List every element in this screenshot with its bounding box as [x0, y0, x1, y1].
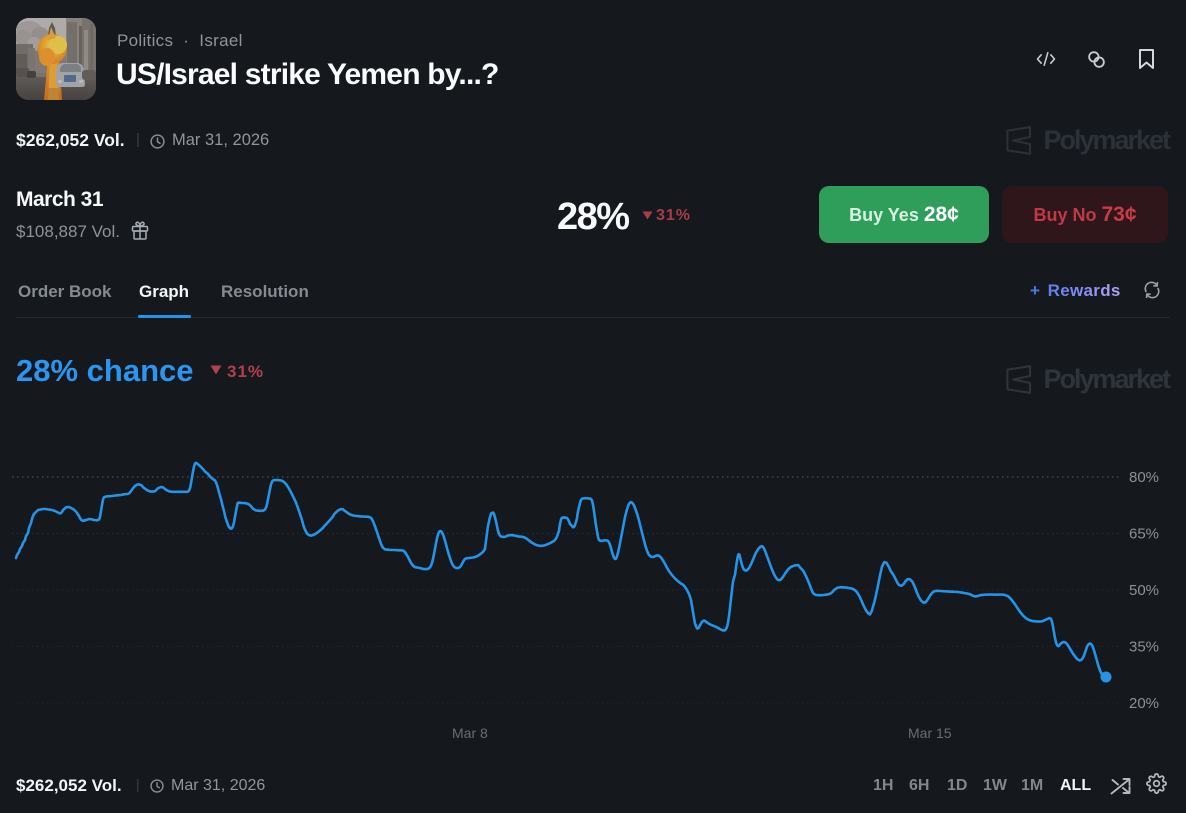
svg-text:65%: 65% — [1129, 526, 1159, 543]
svg-text:Mar 8: Mar 8 — [452, 725, 488, 741]
svg-text:50%: 50% — [1129, 582, 1159, 599]
svg-text:Mar 15: Mar 15 — [908, 725, 952, 741]
svg-text:20%: 20% — [1129, 695, 1159, 712]
svg-text:80%: 80% — [1129, 469, 1159, 486]
svg-text:35%: 35% — [1129, 639, 1159, 656]
